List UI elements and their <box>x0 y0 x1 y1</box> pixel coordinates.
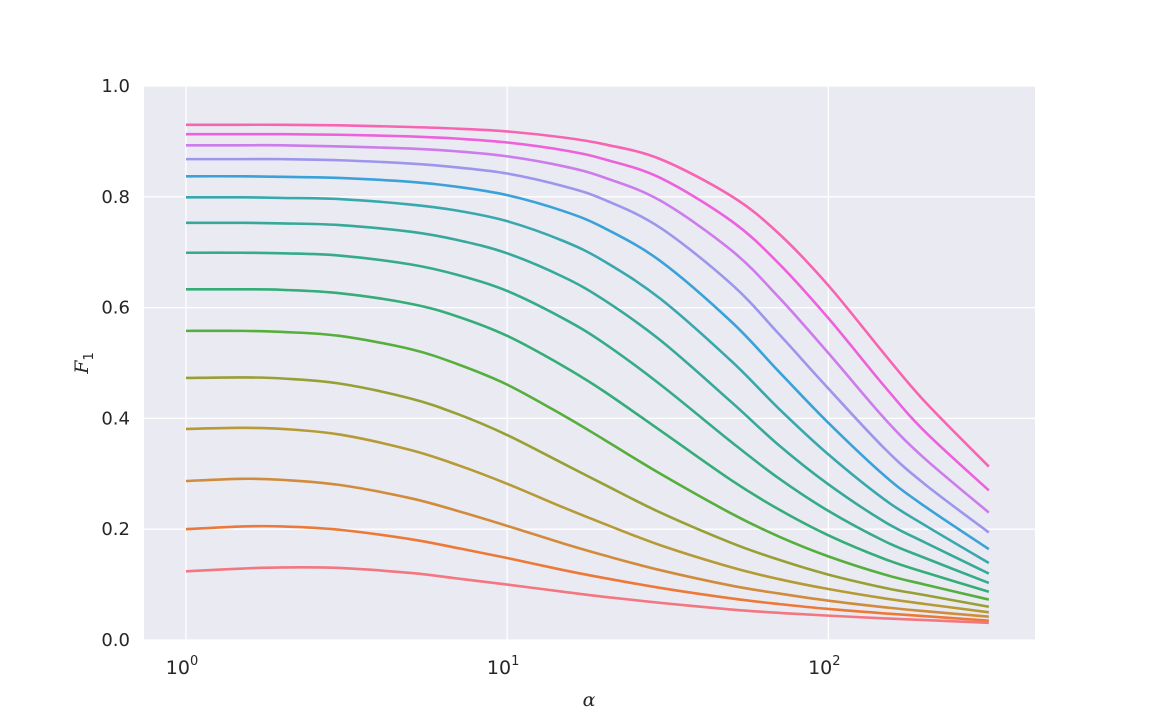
y-tick-label: 0.0 <box>101 630 130 651</box>
x-axis-label: α <box>583 689 596 711</box>
y-axis-label-subscript: 1 <box>82 352 97 360</box>
series-line-7 <box>185 287 990 594</box>
x-tick-exponent: 2 <box>832 654 840 669</box>
x-tick-base: 10 <box>487 657 511 679</box>
x-tick-exponent: 0 <box>190 654 198 669</box>
series-line-11 <box>185 174 990 551</box>
series-line-10 <box>185 196 990 565</box>
series-line-3 <box>185 477 989 619</box>
x-tick-label: 101 <box>487 654 519 679</box>
series-line-6 <box>185 329 990 601</box>
series-line-9 <box>185 221 990 575</box>
x-tick-base: 10 <box>808 657 832 679</box>
y-tick-labels: 0.0 0.2 0.4 0.6 0.8 1.0 <box>101 76 130 651</box>
x-tick-label: 100 <box>166 654 198 679</box>
series-lines <box>185 123 990 625</box>
y-tick-label: 0.2 <box>101 519 130 540</box>
y-tick-label: 1.0 <box>101 76 130 97</box>
y-tick-label: 0.8 <box>101 187 130 208</box>
series-line-4 <box>185 426 989 614</box>
series-line-5 <box>185 376 990 609</box>
series-line-14 <box>186 132 990 492</box>
x-tick-labels: 100 101 102 <box>166 654 841 679</box>
series-line-8 <box>185 251 990 585</box>
series-line-1 <box>185 566 989 625</box>
y-tick-label: 0.4 <box>101 408 130 429</box>
series-line-12 <box>186 157 990 534</box>
series-line-15 <box>185 123 990 468</box>
x-tick-label: 102 <box>808 654 840 679</box>
y-tick-label: 0.6 <box>101 298 130 319</box>
series-line-13 <box>186 143 990 514</box>
series-line-2 <box>185 524 989 622</box>
x-tick-exponent: 1 <box>511 654 519 669</box>
x-tick-base: 10 <box>166 657 190 679</box>
plot-background <box>144 86 1035 640</box>
y-axis-label-main: F <box>71 360 93 375</box>
y-axis-label: F1 <box>71 352 97 374</box>
